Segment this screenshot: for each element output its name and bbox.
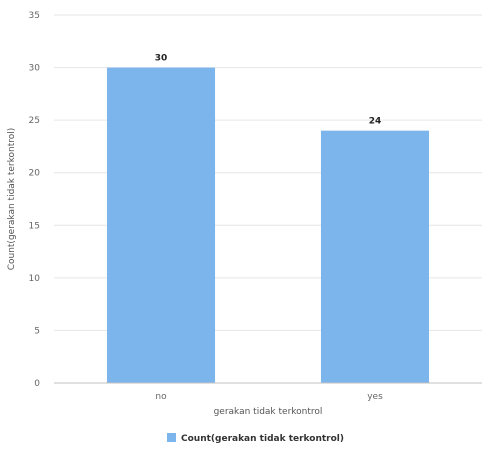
y-tick-label: 5	[34, 326, 40, 336]
legend-swatch[interactable]	[167, 433, 176, 442]
data-label-no: 30	[155, 54, 168, 64]
x-tick-label-no: no	[155, 392, 167, 402]
y-axis-title: Count(gerakan tidak terkontrol)	[7, 128, 17, 271]
y-tick-label: 25	[29, 116, 40, 126]
y-tick-label: 30	[29, 64, 41, 74]
y-tick-label: 15	[29, 221, 40, 231]
legend[interactable]: Count(gerakan tidak terkontrol)	[167, 433, 344, 444]
y-axis-ticks: 0 5 10 15 20 25 30 35	[29, 11, 41, 389]
x-tick-label-yes: yes	[367, 392, 383, 402]
x-axis-ticks: no yes	[155, 392, 383, 402]
legend-label[interactable]: Count(gerakan tidak terkontrol)	[181, 434, 344, 444]
bars: 30 24	[106, 54, 430, 384]
x-axis-title: gerakan tidak terkontrol	[214, 407, 323, 417]
y-tick-label: 10	[29, 274, 41, 284]
bar-no[interactable]	[106, 67, 216, 384]
y-tick-label: 35	[29, 11, 40, 21]
bar-yes[interactable]	[320, 130, 430, 383]
y-tick-label: 0	[34, 379, 40, 389]
y-tick-label: 20	[29, 169, 41, 179]
data-label-yes: 24	[369, 117, 382, 127]
